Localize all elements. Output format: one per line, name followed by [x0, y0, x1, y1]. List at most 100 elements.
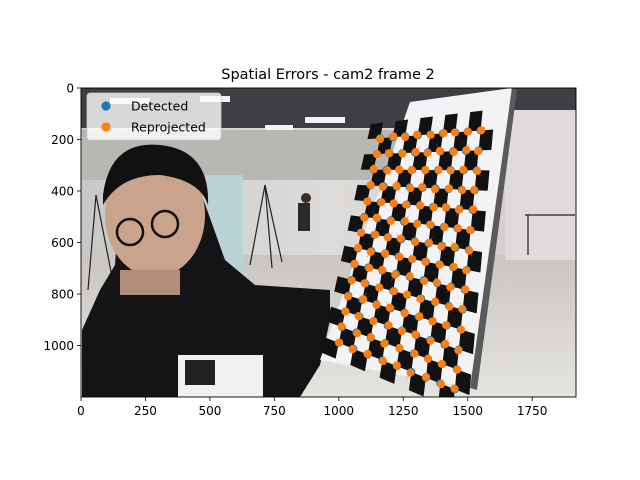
reprojected-point: [377, 198, 386, 207]
x-axis: 0 250 500 750 1000 1250 1500 1750: [77, 397, 547, 418]
reprojected-point: [426, 130, 435, 139]
y-tick-label: 1000: [43, 339, 74, 353]
reprojected-point: [363, 349, 372, 358]
reprojected-point: [372, 300, 381, 309]
checker-square: [474, 170, 490, 191]
checker-square: [478, 129, 494, 151]
reprojected-point: [423, 354, 432, 363]
reprojected-point: [384, 149, 393, 158]
checker-square: [459, 189, 475, 211]
reprojected-point: [437, 359, 446, 368]
reprojected-point: [450, 384, 459, 393]
checker-square: [370, 169, 387, 187]
reprojected-point: [405, 272, 414, 281]
reprojected-point: [446, 283, 455, 292]
reprojected-point: [381, 249, 390, 258]
reprojected-point: [450, 242, 459, 251]
reprojected-point: [420, 276, 429, 285]
checker-square: [396, 169, 413, 188]
reprojected-point: [450, 128, 459, 137]
reprojected-point: [411, 237, 420, 246]
checker-square: [433, 188, 449, 208]
reprojected-point: [378, 182, 387, 191]
reprojected-point: [385, 303, 394, 312]
x-tick-label: 1000: [324, 404, 355, 418]
reprojected-point: [390, 287, 399, 296]
checker-square: [354, 184, 371, 202]
reprojected-point: [411, 147, 420, 156]
reprojected-point: [434, 165, 443, 174]
reprojected-point: [379, 357, 388, 366]
reprojected-point: [395, 252, 404, 261]
camera-frame-image: [81, 88, 576, 397]
reprojected-point: [462, 146, 471, 155]
checker-square: [439, 245, 456, 268]
reprojected-point: [458, 304, 467, 313]
reprojected-point: [372, 150, 381, 159]
reprojected-point: [396, 234, 405, 243]
legend-label-reprojected: Reprojected: [131, 120, 206, 135]
legend-box: [86, 92, 222, 141]
checker-square: [385, 325, 402, 349]
x-tick-label: 250: [134, 404, 157, 418]
reprojected-point: [473, 166, 482, 175]
reprojected-point: [440, 223, 449, 232]
reprojected-point: [431, 297, 440, 306]
reprojected-point: [449, 148, 458, 157]
reprojected-point: [425, 238, 434, 247]
reprojected-point: [344, 292, 353, 301]
reprojected-point: [426, 220, 435, 229]
checker-square: [347, 215, 365, 233]
reprojected-point: [366, 180, 375, 189]
reprojected-point: [463, 127, 472, 136]
reprojected-point: [477, 126, 486, 135]
x-tick-label: 750: [263, 404, 286, 418]
reprojected-point: [392, 181, 401, 190]
reprojected-point: [413, 220, 422, 229]
checker-square: [448, 170, 464, 190]
reprojected-point: [406, 184, 415, 193]
reprojected-point: [360, 213, 369, 222]
y-axis: 0 200 400 600 800 1000: [43, 82, 81, 353]
reprojected-point: [365, 263, 374, 272]
reprojected-point: [429, 203, 438, 212]
reprojected-point: [473, 147, 482, 156]
x-tick-label: 500: [198, 404, 221, 418]
reprojected-point: [375, 283, 384, 292]
checker-square: [417, 205, 434, 226]
checker-square: [390, 291, 408, 313]
reprojected-point: [437, 242, 446, 251]
reprojected-series: [335, 126, 486, 393]
reprojected-point: [470, 185, 479, 194]
reprojected-point: [389, 199, 398, 208]
reprojected-point: [366, 247, 375, 256]
reprojected-point: [366, 333, 375, 342]
checker-square: [390, 203, 407, 222]
checker-square: [468, 110, 483, 132]
checker-square: [340, 245, 358, 265]
reprojected-point: [347, 276, 356, 285]
checker-square: [401, 221, 418, 242]
reprojected-point: [400, 217, 409, 226]
checker-square: [327, 306, 346, 328]
checker-square: [412, 241, 429, 262]
reprojected-point: [392, 361, 401, 370]
x-tick-label: 0: [77, 404, 85, 418]
reprojected-point: [353, 329, 362, 338]
reprojected-point: [400, 132, 409, 141]
reprojected-point: [369, 317, 378, 326]
reprojected-point: [386, 216, 395, 225]
reprojected-point: [465, 246, 474, 255]
y-tick-label: 400: [51, 185, 74, 199]
reprojected-point: [445, 184, 454, 193]
reprojected-point: [449, 262, 458, 271]
legend-marker-reprojected: [101, 122, 111, 132]
checkerboard-pattern: [320, 110, 494, 397]
reprojected-point: [383, 166, 392, 175]
checker-square: [438, 151, 454, 171]
reprojected-point: [442, 321, 451, 330]
reprojected-point: [446, 166, 455, 175]
reprojected-point: [384, 321, 393, 330]
reprojected-point: [359, 295, 368, 304]
reprojected-point: [458, 186, 467, 195]
